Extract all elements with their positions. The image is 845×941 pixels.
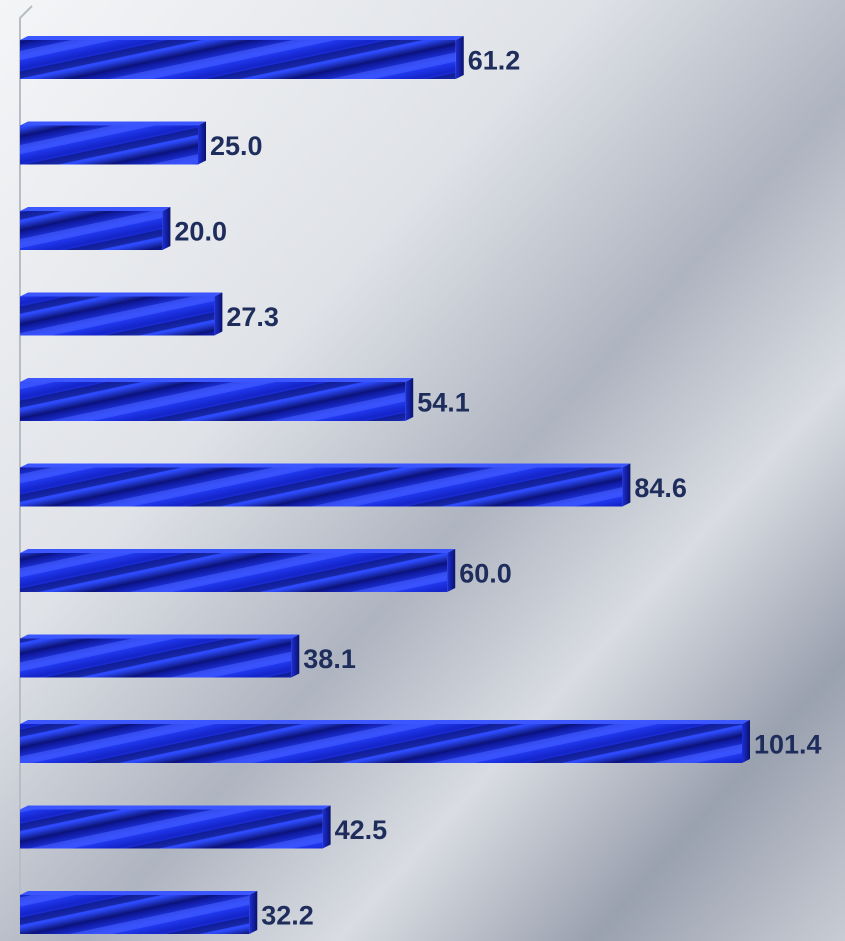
bar-top-face [20,720,750,724]
bar-front-face [20,467,623,507]
bar-value-label: 20.0 [174,217,227,247]
bar [20,378,414,421]
bar-end-cap [405,378,414,421]
bar-top-face [20,549,456,553]
bar-front-face [20,724,742,763]
bar-front-face [20,40,456,79]
bar [20,292,223,336]
bar-top-face [20,634,300,639]
bar-end-cap [742,720,750,763]
bar-end-cap [622,463,631,507]
bar-value-label: 101.4 [754,730,822,760]
bar-end-cap [198,121,207,165]
bar [20,463,631,507]
bar [20,549,456,592]
bar-front-face [20,382,406,421]
bar [20,891,258,934]
bar-end-cap [322,805,331,849]
bar [20,121,207,165]
bar [20,720,750,763]
bar-top-face [20,463,631,468]
bar-end-cap [447,549,456,592]
bar-value-label: 25.0 [210,131,263,161]
bar-value-label: 38.1 [303,644,356,674]
bar-front-face [20,296,215,336]
bar [20,634,300,678]
bar-front-face [20,638,292,678]
bar-top-face [20,207,171,211]
bar-top-face [20,292,223,297]
bar-value-label: 42.5 [335,815,388,845]
bar-front-face [20,211,163,250]
bar-end-cap [214,292,223,336]
bar [20,36,464,79]
bar-top-face [20,36,464,40]
bar-top-face [20,378,414,382]
bar-end-cap [249,891,258,934]
bar-end-cap [455,36,464,79]
bar-front-face [20,553,448,592]
bar [20,207,171,250]
bar-value-label: 32.2 [261,901,314,931]
bar-value-label: 60.0 [459,559,512,589]
bar-value-label: 54.1 [417,388,470,418]
y-axis-line [19,5,33,941]
bar-end-cap [291,634,300,678]
bar-top-face [20,121,207,126]
bar-top-face [20,891,258,895]
bar-value-label: 27.3 [226,302,279,332]
bar-value-label: 84.6 [634,473,687,503]
bar-front-face [20,809,323,849]
bar-value-label: 61.2 [468,46,521,76]
bar-top-face [20,805,331,810]
bar [20,805,331,849]
bar-front-face [20,895,250,934]
bar-end-cap [162,207,171,250]
bar-front-face [20,125,199,165]
